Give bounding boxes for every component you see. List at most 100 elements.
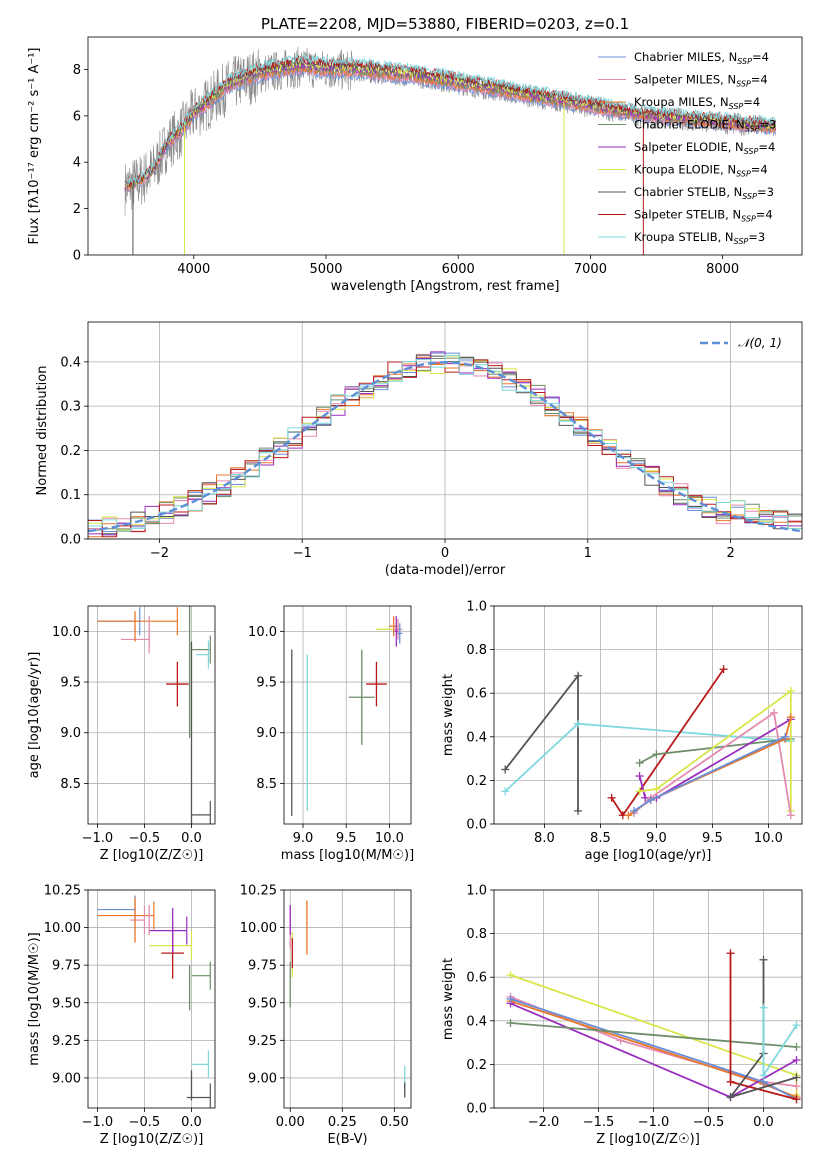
x-tick-label: −1 [293,546,312,561]
x-tick-label: 9.5 [702,831,723,846]
y-axis-label: Flux [fλ10⁻¹⁷ erg cm⁻² s⁻¹ A⁻¹] [27,48,42,245]
normal-distribution-curve [88,361,802,533]
x-tick-label: −1.0 [638,1115,670,1130]
legend-label: Kroupa STELIB, NSSP=3 [634,230,765,246]
x-tick-label: 2 [726,546,734,561]
y-axis-label: age [log10(age/yr)] [27,652,42,779]
y-tick-label: 9.00 [248,1071,277,1086]
plot-area [88,351,802,538]
y-axis-label: Normed distribution [35,366,50,496]
legend-label: Chabrier MILES, NSSP=4 [634,50,769,66]
y-tick-label: 9.0 [60,726,81,741]
legend-label: Salpeter STELIB, NSSP=4 [634,208,773,224]
x-axis-label: Z [log10(Z/Z☉)] [100,1132,204,1147]
x-tick-label: 9.0 [646,831,667,846]
x-tick-label: −0.5 [129,831,161,846]
x-tick-label: 9.0 [293,831,314,846]
axes-frame [283,605,412,825]
y-tick-label: 1.0 [466,884,487,899]
y-tick-label: 0.8 [466,927,487,942]
chart-residuals: −2 −1 0 1 2 0.0 0.1 0.2 0.3 0.4 (data-model)/error… [35,321,803,578]
plot-area [124,46,776,255]
x-tick-label: −2.0 [528,1115,560,1130]
x-axis-label: Z [log10(Z/Z☉)] [100,848,204,863]
chart-z-weight: −2.0 −1.5 −1.0 −0.5 0.0 0.0 0.2 0.4 0.6 0.8 1.0 Z [… [441,884,803,1147]
y-tick-label: 10.00 [44,921,81,936]
y-tick-label: 0.8 [466,643,487,658]
y-tick-label: 9.75 [52,959,81,974]
x-tick-label: 0.0 [181,1115,202,1130]
chart-age-weight: 8.0 8.5 9.0 9.5 10.0 0.0 0.2 0.4 0.6 0.8 1.0 age [l… [441,600,803,863]
legend-label: Salpeter ELODIE, NSSP=4 [634,140,775,156]
y-tick-label: 0.3 [60,400,81,415]
weight-line [639,689,792,811]
legend-label: Chabrier ELODIE, NSSP=3 [634,118,776,134]
y-tick-label: 10.0 [248,625,277,640]
x-tick-label: 7000 [574,262,607,277]
y-tick-label: 9.75 [248,959,277,974]
y-tick-label: 9.25 [248,1034,277,1049]
chart-spectrum: 4000 5000 6000 7000 8000 0 2 4 6 8 wavelength [Ang… [27,36,803,294]
y-tick-label: 6 [73,109,81,124]
x-tick-label: 0 [441,546,449,561]
y-tick-label: 10.25 [240,884,277,899]
y-tick-label: 1.0 [466,600,487,615]
axes-frame [493,889,803,1109]
model-spectrum-line [124,54,776,187]
y-tick-label: 0.2 [466,1058,487,1073]
y-tick-label: 8 [73,63,81,78]
y-tick-label: 9.00 [52,1071,81,1086]
chart-ebv-mass: 0.00 0.25 0.50 9.00 9.25 9.50 9.75 10.00 10.25 E(… [240,884,412,1147]
y-tick-label: 0 [73,249,81,264]
x-tick-label: 1 [584,546,592,561]
weight-line [510,1022,797,1048]
x-tick-label: 10.0 [375,831,404,846]
y-tick-label: 0.0 [60,533,81,548]
y-tick-label: 10.00 [240,921,277,936]
axes-frame [493,605,803,825]
plot-area [506,949,801,1104]
plot-area [291,616,403,816]
axes-frame [87,36,803,256]
y-tick-label: 0.6 [466,971,487,986]
legend-label: Salpeter MILES, NSSP=4 [634,73,768,89]
x-tick-label: 9.5 [336,831,357,846]
y-tick-label: 9.50 [248,996,277,1011]
y-tick-label: 10.0 [52,625,81,640]
x-tick-label: −1.0 [82,1115,114,1130]
plot-area [97,606,211,824]
x-tick-label: 0.50 [380,1115,409,1130]
y-axis-label: mass weight [441,958,456,1040]
x-tick-label: 0.25 [328,1115,357,1130]
x-tick-label: −1.0 [82,831,114,846]
x-tick-label: 10.0 [754,831,783,846]
x-tick-label: 6000 [442,262,475,277]
axes-frame [87,889,216,1109]
y-tick-label: 0.2 [466,774,487,789]
chart-mass-age: 9.0 9.5 10.0 8.5 9.0 9.5 10.0 mass [log10(M/M☉)… [248,605,414,863]
x-axis-label: age [log10(age/yr)] [585,848,712,863]
weight-line [610,668,725,817]
model-spectrum-line [124,62,776,192]
y-tick-label: 9.5 [60,676,81,691]
y-tick-label: 0.4 [466,730,487,745]
x-tick-label: −2 [150,546,169,561]
x-tick-label: −0.5 [693,1115,725,1130]
legend-label: Chabrier STELIB, NSSP=3 [634,185,774,201]
x-tick-label: 5000 [309,262,342,277]
y-tick-label: 0.2 [60,444,81,459]
y-tick-label: 0.6 [466,687,487,702]
x-tick-label: 0.0 [753,1115,774,1130]
y-tick-label: 4 [73,156,81,171]
y-tick-label: 0.4 [60,355,81,370]
data-spectrum-line [124,46,776,216]
plot-area [97,895,211,1108]
x-tick-label: 8.0 [534,831,555,846]
legend-label: Kroupa ELODIE, NSSP=4 [634,163,768,179]
y-tick-label: 2 [73,202,81,217]
y-tick-label: 0.1 [60,488,81,503]
model-spectrum-line [124,67,776,193]
x-tick-label: 4000 [177,262,210,277]
chart-z-mass: −1.0 −0.5 0.0 9.00 9.25 9.50 9.75 10.00 10.25 Z [… [27,884,216,1147]
